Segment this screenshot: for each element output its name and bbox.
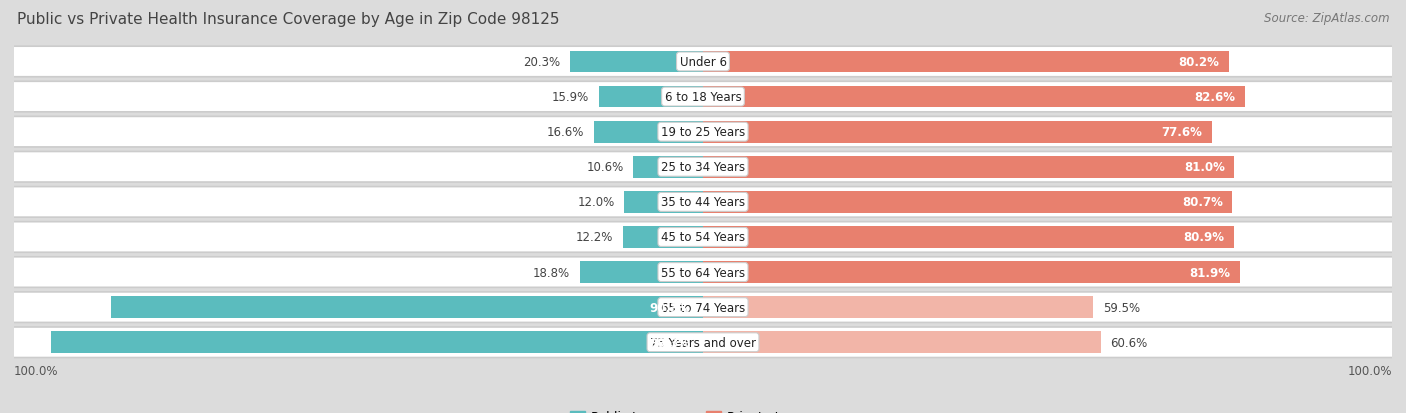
Text: 19 to 25 Years: 19 to 25 Years — [661, 126, 745, 139]
Bar — [634, 157, 703, 178]
FancyBboxPatch shape — [0, 47, 1406, 78]
Text: 25 to 34 Years: 25 to 34 Years — [661, 161, 745, 174]
Text: Source: ZipAtlas.com: Source: ZipAtlas.com — [1264, 12, 1389, 25]
Text: 81.9%: 81.9% — [1189, 266, 1230, 279]
Bar — [703, 86, 1244, 108]
Bar — [703, 52, 1229, 73]
Text: 65 to 74 Years: 65 to 74 Years — [661, 301, 745, 314]
Text: 10.6%: 10.6% — [586, 161, 624, 174]
Bar — [624, 192, 703, 213]
Bar — [703, 297, 1094, 318]
Legend: Public Insurance, Private Insurance: Public Insurance, Private Insurance — [565, 405, 841, 413]
Text: 77.6%: 77.6% — [1161, 126, 1202, 139]
Text: 12.0%: 12.0% — [578, 196, 614, 209]
FancyBboxPatch shape — [0, 82, 1406, 113]
Text: 90.3%: 90.3% — [650, 301, 690, 314]
Bar — [703, 226, 1234, 248]
FancyBboxPatch shape — [0, 257, 1406, 287]
Text: Under 6: Under 6 — [679, 56, 727, 69]
Text: 75 Years and over: 75 Years and over — [650, 336, 756, 349]
Text: 100.0%: 100.0% — [14, 364, 59, 377]
Text: 18.8%: 18.8% — [533, 266, 569, 279]
Text: 82.6%: 82.6% — [1194, 91, 1234, 104]
FancyBboxPatch shape — [0, 187, 1406, 218]
Text: 6 to 18 Years: 6 to 18 Years — [665, 91, 741, 104]
Text: 12.2%: 12.2% — [575, 231, 613, 244]
Bar — [703, 192, 1233, 213]
Text: 60.6%: 60.6% — [1111, 336, 1147, 349]
Bar — [569, 52, 703, 73]
Text: 16.6%: 16.6% — [547, 126, 585, 139]
Text: 99.3%: 99.3% — [650, 336, 690, 349]
FancyBboxPatch shape — [0, 292, 1406, 323]
FancyBboxPatch shape — [0, 327, 1406, 358]
FancyBboxPatch shape — [0, 117, 1406, 147]
Bar — [703, 121, 1212, 143]
Text: 45 to 54 Years: 45 to 54 Years — [661, 231, 745, 244]
FancyBboxPatch shape — [0, 152, 1406, 183]
Text: 55 to 64 Years: 55 to 64 Years — [661, 266, 745, 279]
Text: 20.3%: 20.3% — [523, 56, 560, 69]
Text: 59.5%: 59.5% — [1104, 301, 1140, 314]
Text: 80.7%: 80.7% — [1182, 196, 1223, 209]
Bar — [703, 261, 1240, 283]
Bar — [599, 86, 703, 108]
Bar — [703, 332, 1101, 353]
Bar — [703, 157, 1234, 178]
Text: 35 to 44 Years: 35 to 44 Years — [661, 196, 745, 209]
Text: 80.9%: 80.9% — [1182, 231, 1225, 244]
Text: 81.0%: 81.0% — [1184, 161, 1225, 174]
Text: 100.0%: 100.0% — [1347, 364, 1392, 377]
Bar — [595, 121, 703, 143]
Text: 80.2%: 80.2% — [1178, 56, 1219, 69]
Text: Public vs Private Health Insurance Coverage by Age in Zip Code 98125: Public vs Private Health Insurance Cover… — [17, 12, 560, 27]
Bar — [579, 261, 703, 283]
Bar — [111, 297, 703, 318]
Text: 15.9%: 15.9% — [551, 91, 589, 104]
FancyBboxPatch shape — [0, 222, 1406, 253]
Bar — [623, 226, 703, 248]
Bar — [52, 332, 703, 353]
